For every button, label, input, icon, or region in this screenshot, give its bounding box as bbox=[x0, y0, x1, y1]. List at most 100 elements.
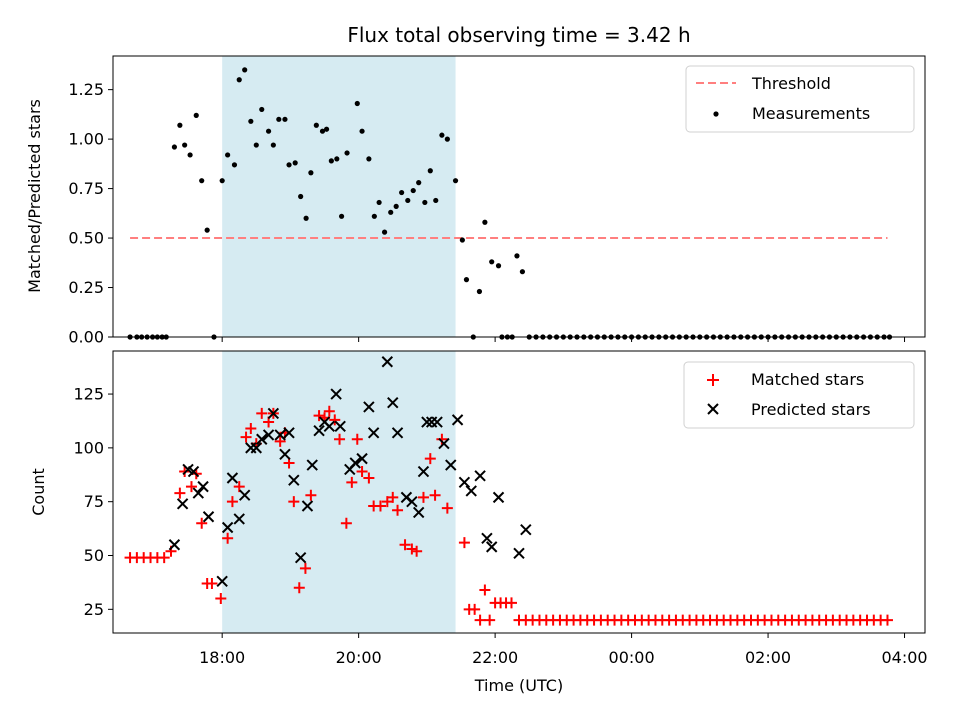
measurement-point bbox=[476, 288, 483, 295]
measurement-point bbox=[482, 219, 488, 225]
ratio-y-tick-label: 0.25 bbox=[68, 278, 104, 297]
predicted-star-point bbox=[233, 513, 245, 525]
matched-star-point bbox=[299, 562, 311, 574]
measurement-point bbox=[427, 168, 433, 174]
matched-star-point bbox=[293, 582, 305, 594]
measurement-point bbox=[177, 122, 183, 128]
predicted-star-point bbox=[363, 401, 375, 413]
predicted-star-point bbox=[438, 437, 450, 450]
matched-star-point bbox=[158, 552, 170, 564]
matched-star-point bbox=[458, 537, 470, 549]
matched-star-point bbox=[411, 545, 423, 557]
measurement-point bbox=[219, 178, 225, 184]
predicted-star-point bbox=[187, 465, 200, 478]
measurement-point bbox=[334, 156, 340, 162]
measurement-point bbox=[376, 199, 382, 206]
predicted-star-point bbox=[267, 407, 280, 420]
matched-star-point bbox=[441, 502, 453, 514]
measurement-point bbox=[338, 213, 345, 219]
measurement-point bbox=[354, 100, 360, 107]
measurement-point bbox=[298, 193, 304, 200]
measurement-point bbox=[225, 152, 231, 158]
predicted-star-point bbox=[445, 459, 457, 471]
matched-star-point bbox=[505, 597, 517, 609]
measurement-point bbox=[231, 162, 238, 168]
predicted-star-point bbox=[421, 416, 433, 428]
ratio-y-tick-label: 1.00 bbox=[68, 130, 104, 149]
predicted-star-point bbox=[485, 541, 498, 553]
measurement-point bbox=[323, 126, 330, 132]
measurement-point bbox=[193, 112, 199, 118]
measurement-point bbox=[253, 142, 259, 148]
predicted-star-point bbox=[417, 465, 430, 478]
measurement-point bbox=[381, 229, 388, 235]
measurements-legend-label: Measurements bbox=[752, 104, 870, 123]
matched-legend-label: Matched stars bbox=[751, 370, 864, 389]
count-y-tick-label: 100 bbox=[73, 438, 104, 457]
predicted-star-point bbox=[412, 506, 425, 519]
measurement-point bbox=[236, 77, 242, 83]
x-tick-label: 00:00 bbox=[609, 648, 655, 667]
matched-star-point bbox=[174, 487, 186, 499]
predicted-star-point bbox=[406, 495, 418, 508]
measurement-point bbox=[199, 178, 205, 184]
matched-star-point bbox=[222, 532, 234, 544]
count-legend-box bbox=[683, 361, 915, 429]
predicted-star-point bbox=[391, 427, 404, 439]
matched-star-point bbox=[240, 431, 252, 443]
matched-star-point bbox=[323, 405, 335, 417]
matched-star-point bbox=[399, 539, 411, 551]
matched-star-point bbox=[429, 489, 441, 501]
predicted-star-point bbox=[279, 448, 291, 461]
measurement-point bbox=[313, 122, 319, 128]
measurements-legend-key bbox=[713, 111, 719, 117]
x-tick-label: 04:00 bbox=[881, 648, 927, 667]
matched-stars-series bbox=[124, 405, 893, 626]
predicted-star-point bbox=[256, 433, 268, 445]
ratio-y-tick-label: 0.75 bbox=[68, 179, 104, 198]
predicted-star-point bbox=[238, 489, 251, 501]
measurement-point bbox=[259, 106, 265, 113]
count-panel: 18:00 20:00 22:00 00:00 02:00 04:00 25 50 75 100 1… bbox=[29, 350, 928, 695]
measurement-point bbox=[514, 253, 520, 259]
measurement-point bbox=[204, 227, 210, 233]
ratio-legend: Threshold Measurements bbox=[685, 65, 915, 133]
observing-window-shade-top bbox=[222, 56, 456, 337]
count-y-tick-label: 75 bbox=[84, 492, 104, 511]
ratio-legend-box bbox=[685, 65, 915, 133]
measurement-point bbox=[282, 116, 288, 122]
measurement-point bbox=[410, 187, 416, 194]
observing-window-shade-bottom bbox=[222, 351, 456, 633]
matched-star-point bbox=[185, 481, 197, 493]
measurement-point bbox=[393, 203, 399, 209]
predicted-star-point bbox=[381, 356, 394, 368]
matched-star-point bbox=[256, 407, 268, 419]
measurement-point bbox=[359, 128, 365, 134]
matched-star-point bbox=[484, 614, 496, 626]
matched-star-point bbox=[417, 491, 429, 503]
predicted-star-point bbox=[176, 498, 189, 510]
predicted-legend-key bbox=[707, 403, 719, 415]
threshold-legend-label: Threshold bbox=[751, 74, 831, 93]
measurement-point bbox=[171, 144, 178, 150]
x-axis-label: Time (UTC) bbox=[474, 676, 563, 695]
predicted-stars-series bbox=[168, 356, 532, 588]
predicted-star-point bbox=[262, 429, 275, 441]
predicted-star-point bbox=[323, 420, 336, 433]
measurement-point bbox=[265, 128, 272, 134]
predicted-star-point bbox=[431, 416, 443, 428]
matched-star-point bbox=[356, 466, 368, 478]
predicted-star-point bbox=[458, 476, 471, 489]
ratio-axis-ticks: 0.00 0.25 0.50 0.75 1.00 1.25 bbox=[68, 80, 906, 347]
matched-star-point bbox=[346, 476, 358, 488]
measurement-point bbox=[388, 209, 394, 215]
ratio-y-tick-label: 0.00 bbox=[68, 328, 104, 347]
matched-star-point bbox=[351, 433, 363, 445]
matched-star-point bbox=[329, 414, 341, 426]
predicted-star-point bbox=[274, 429, 286, 441]
matched-star-point bbox=[288, 496, 300, 508]
measurement-point bbox=[422, 199, 428, 206]
measurement-point bbox=[433, 197, 439, 204]
measurement-point bbox=[439, 132, 445, 138]
